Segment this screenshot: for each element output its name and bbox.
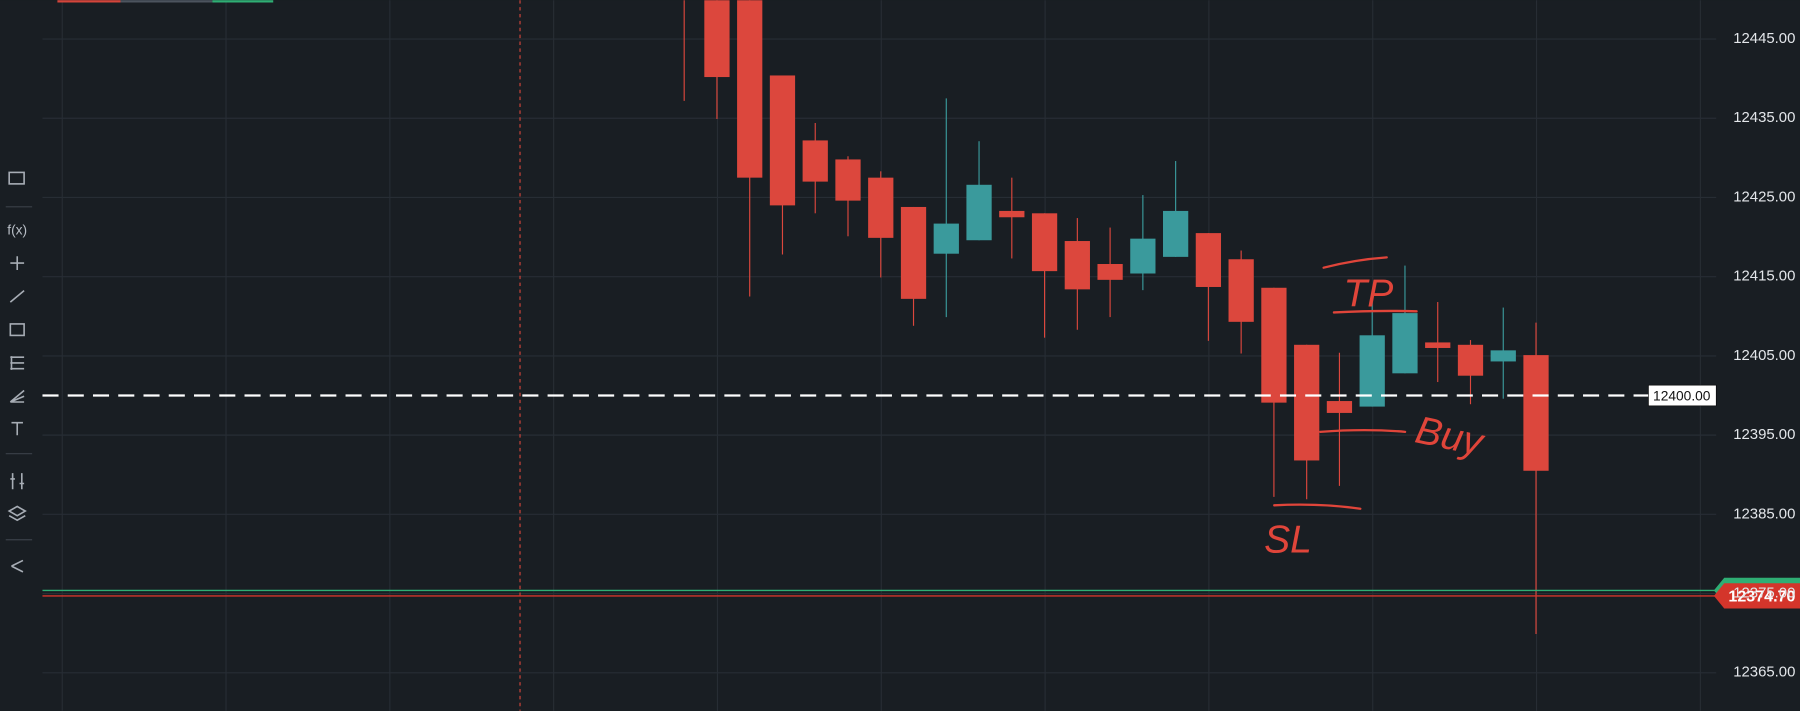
fib-icon[interactable] [10, 356, 25, 370]
indicator-bar [212, 0, 274, 3]
indicator-icon[interactable] [10, 473, 25, 490]
drawing [1322, 256, 1388, 269]
indicator-bar [120, 0, 213, 3]
toolbar: f(x) [5, 171, 33, 573]
top-bars [57, 0, 274, 3]
layout-icon[interactable] [8, 171, 25, 185]
candle-body [1523, 355, 1549, 471]
candle-body [1064, 241, 1090, 290]
candle-body [933, 223, 959, 254]
annotation: TP [1343, 273, 1393, 316]
y-tick-label: 12365.00 [1733, 664, 1795, 681]
candle-body [1162, 210, 1189, 257]
candle-body [1195, 233, 1222, 287]
candle-body [999, 210, 1025, 218]
function-icon[interactable]: f(x) [7, 223, 27, 238]
candle-body [1326, 401, 1353, 413]
candle-body [769, 75, 796, 206]
candle-body [1457, 344, 1484, 376]
candle-body [900, 206, 927, 299]
y-tick-label: 12375.00 [1733, 584, 1795, 601]
fan-icon[interactable] [9, 389, 25, 403]
line-icon[interactable] [9, 290, 25, 303]
price-lines: 12400.00 12374.70 [42, 384, 1800, 609]
candle-body [1490, 350, 1516, 362]
rect-icon[interactable] [9, 323, 25, 337]
candle-body [868, 177, 894, 238]
candle-body [1425, 342, 1451, 348]
candle-body [1228, 259, 1254, 322]
drawing [1273, 503, 1362, 510]
candle-body [1294, 344, 1320, 461]
candle-body [704, 0, 730, 78]
y-tick-label: 12445.00 [1733, 30, 1795, 47]
y-tick-label: 12415.00 [1733, 268, 1795, 285]
y-tick-label: 12385.00 [1733, 505, 1795, 522]
indicator-bar [57, 0, 121, 3]
drawing [1332, 309, 1418, 314]
plot [683, 0, 1549, 634]
drawing [1319, 428, 1407, 433]
y-tick-label: 12435.00 [1733, 109, 1795, 126]
candle-body [1261, 287, 1287, 403]
candle-body [1130, 238, 1156, 274]
candle-body [966, 184, 992, 241]
text-icon[interactable] [11, 421, 23, 436]
crosshair-icon[interactable] [10, 256, 25, 270]
annotation: SL [1264, 518, 1312, 561]
y-tick-label: 12395.00 [1733, 426, 1795, 443]
price-tag [1713, 583, 1800, 609]
drawings [1273, 256, 1418, 510]
candle-body [1392, 313, 1418, 374]
layers-icon[interactable] [7, 505, 27, 522]
candle-body [835, 159, 861, 201]
price-label: 12400.00 [1653, 388, 1711, 403]
share-icon[interactable] [11, 559, 24, 573]
candle-body [1097, 264, 1123, 280]
candle-body [737, 0, 763, 178]
price-label: 12374.70 [1728, 587, 1795, 605]
price-label-box [1648, 384, 1717, 407]
candle-body [802, 140, 828, 182]
y-tick-label: 12425.00 [1733, 188, 1795, 205]
y-tick-label: 12405.00 [1733, 347, 1795, 364]
candle-body [1031, 213, 1058, 272]
